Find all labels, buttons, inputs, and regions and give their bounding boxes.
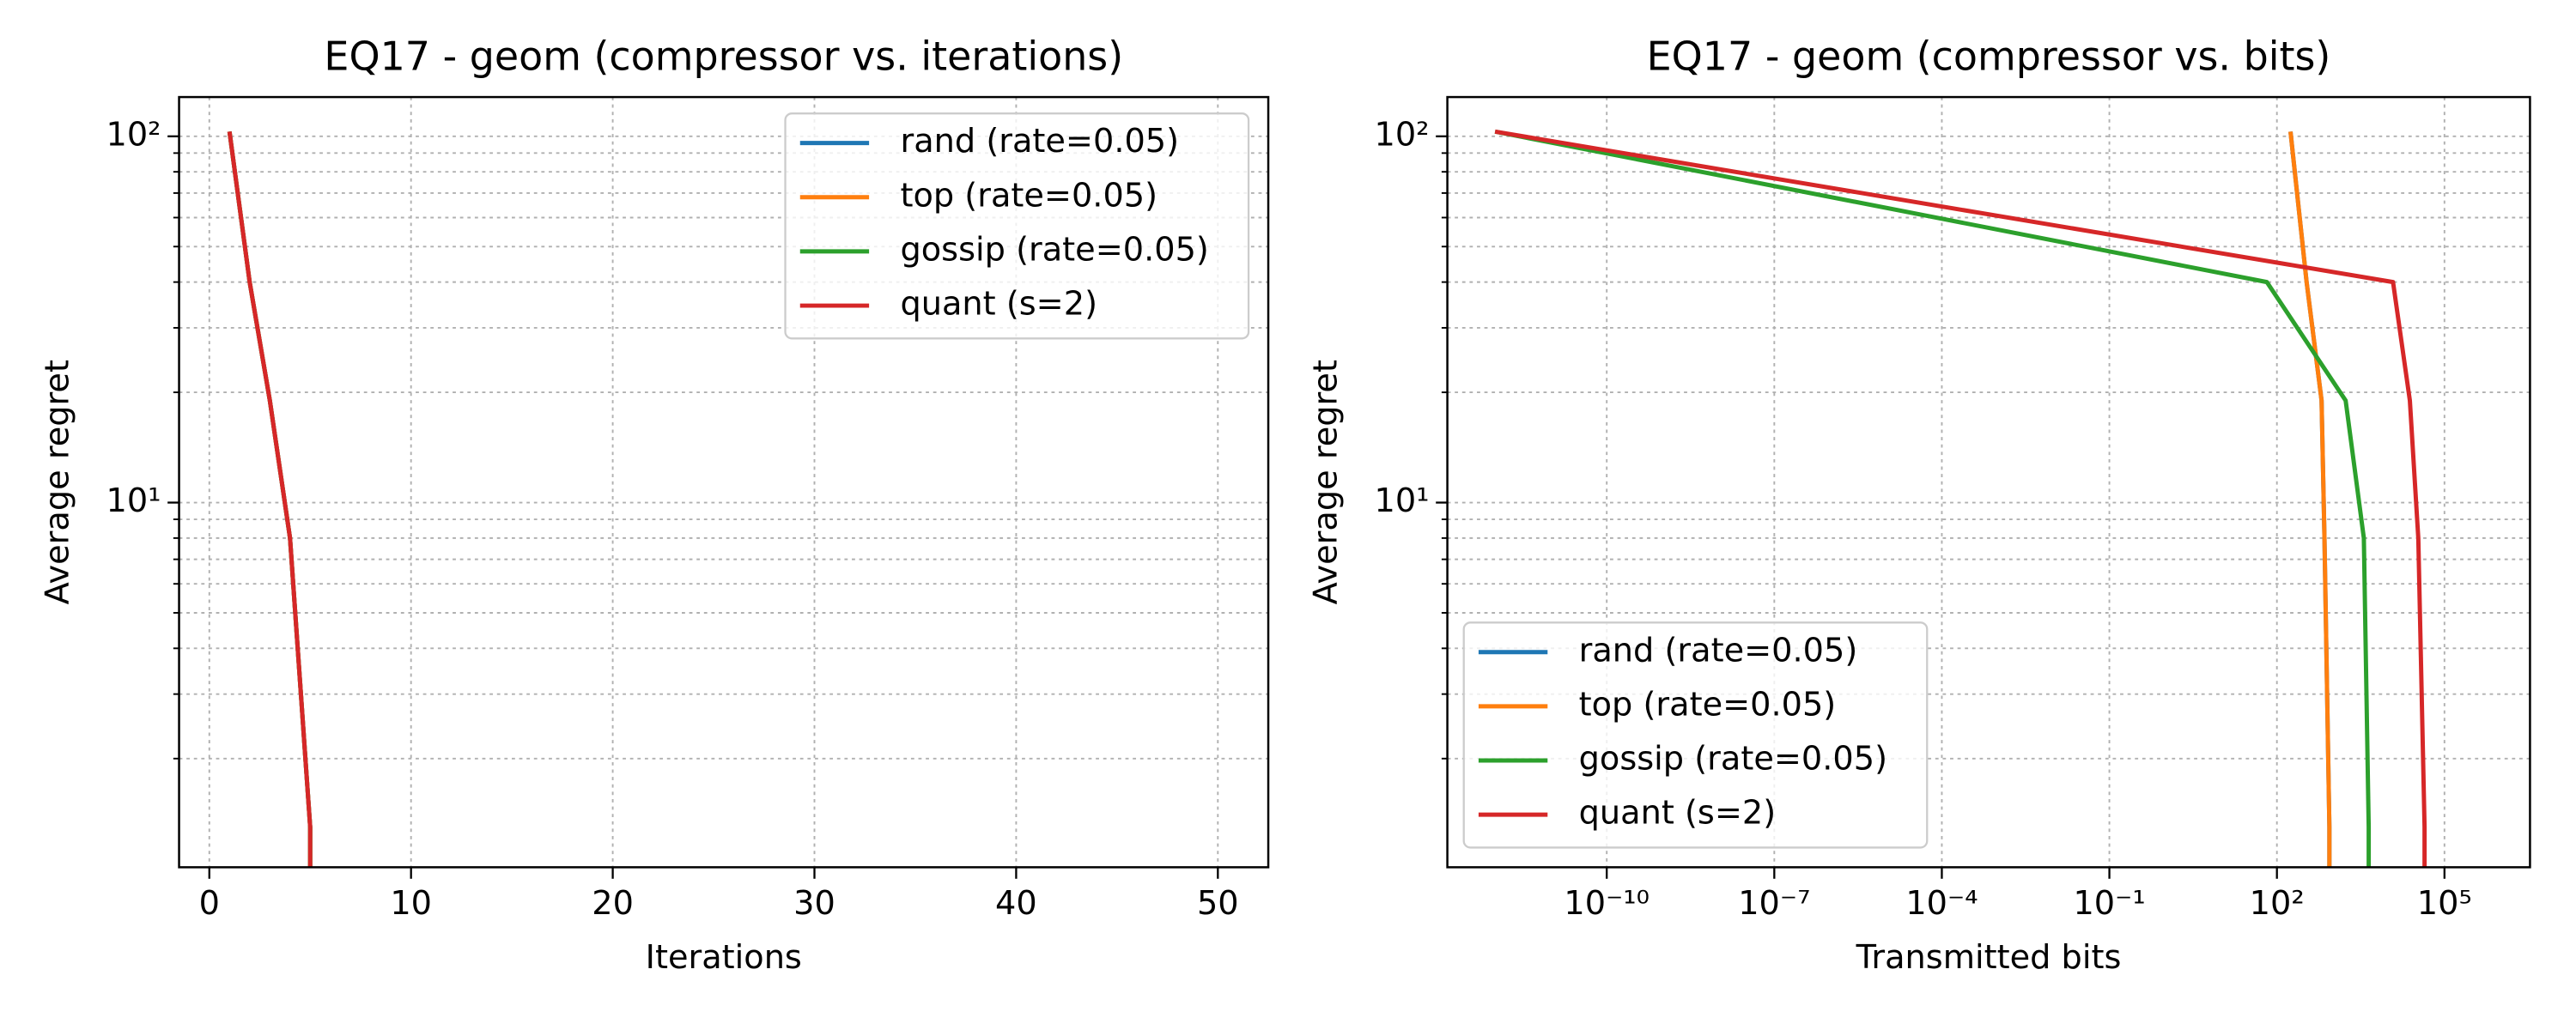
legend-label: gossip (rate=0.05) [900, 230, 1208, 269]
legend: rand (rate=0.05) top (rate=0.05) gossip (r… [1462, 621, 1929, 849]
series-line [1494, 129, 2427, 868]
legend-label: quant (s=2) [1579, 794, 1777, 833]
x-tick-label: 30 [793, 884, 835, 923]
series-line [227, 131, 313, 868]
x-tick-label: 10⁻⁴ [1905, 884, 1978, 923]
chart-title: EQ17 - geom (compressor vs. iterations) [324, 33, 1123, 80]
x-tick-label: 10⁻⁷ [1738, 884, 1810, 923]
legend-box [784, 112, 1250, 340]
x-tick-label: 10 [390, 884, 432, 923]
plot: 10¹ 10² 10⁻¹⁰ 10⁻⁷ 10⁻⁴ 10⁻¹ 10² 10⁵ EQ17 - geom… [1306, 33, 2531, 977]
legend: rand (rate=0.05) top (rate=0.05) gossip (r… [784, 112, 1250, 340]
y-axis-label: Average regret [38, 360, 76, 604]
x-tick-label: 0 [199, 884, 220, 923]
legend-label: gossip (rate=0.05) [1579, 740, 1887, 779]
legend-label: quant (s=2) [900, 285, 1097, 324]
plot: 10¹ 10² 0 10 20 30 40 50 EQ17 - geom (compressor… [38, 33, 1270, 977]
legend-label: rand (rate=0.05) [900, 122, 1179, 161]
legend-box [1462, 621, 1929, 849]
x-tick-label: 20 [592, 884, 634, 923]
x-tick-label: 10⁵ [2417, 884, 2472, 923]
x-axis-label: Iterations [646, 938, 802, 977]
x-tick-label: 40 [995, 884, 1037, 923]
x-axis-label: Transmitted bits [1856, 938, 2122, 977]
y-tick-label: 10² [106, 115, 161, 154]
x-tick-label: 10⁻¹⁰ [1564, 884, 1649, 923]
axes-frame [1446, 95, 2531, 869]
legend-label: top (rate=0.05) [900, 176, 1157, 215]
series-line [2288, 131, 2332, 868]
legend-label: top (rate=0.05) [1579, 685, 1837, 724]
chart-title: EQ17 - geom (compressor vs. bits) [1647, 33, 2331, 80]
y-tick-label: 10¹ [1375, 482, 1430, 520]
x-tick-label: 10⁻¹ [2073, 884, 2145, 923]
x-tick-label: 50 [1197, 884, 1239, 923]
axes-frame [178, 95, 1270, 869]
x-tick-label: 10² [2250, 884, 2305, 923]
y-tick-label: 10¹ [106, 482, 161, 520]
y-tick-label: 10² [1375, 115, 1430, 154]
y-axis-label: Average regret [1306, 360, 1345, 604]
legend-label: rand (rate=0.05) [1579, 631, 1858, 670]
series-line [1494, 129, 2372, 868]
